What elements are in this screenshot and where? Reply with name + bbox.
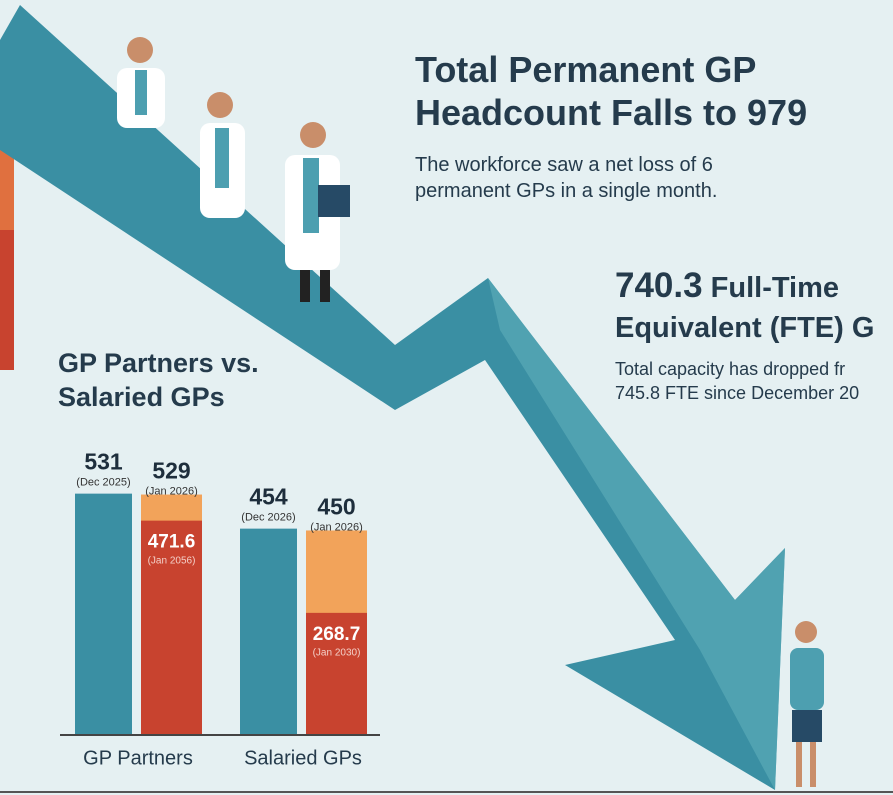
bar-chart: 531(Dec 2025)529(Jan 2026)471.6(Jan 2056… xyxy=(60,449,380,770)
subtitle: The workforce saw a net loss of 6 perman… xyxy=(415,152,795,204)
page: 531(Dec 2025)529(Jan 2026)471.6(Jan 2056… xyxy=(0,0,893,795)
sublabel: (Jan 2026) xyxy=(145,485,198,497)
value-label: 529 xyxy=(152,458,190,484)
fte-heading: 740.3 Full-Time Equivalent (FTE) G xyxy=(615,266,893,348)
sublabel: (Jan 2056) xyxy=(148,555,196,566)
x-tick-label: GP Partners xyxy=(83,747,193,769)
x-tick-label: Salaried GPs xyxy=(244,747,362,769)
fte-note-line: Total capacity has dropped fr xyxy=(615,357,859,381)
fte-value: 740.3 xyxy=(615,266,703,305)
value-label: 531 xyxy=(84,449,123,475)
bar xyxy=(75,494,132,735)
fte-note: Total capacity has dropped fr 745.8 FTE … xyxy=(615,357,859,405)
doctor-figure xyxy=(200,92,245,218)
sublabel: (Dec 2026) xyxy=(241,512,295,524)
sublabel: (Jan 2030) xyxy=(313,648,361,659)
value-label: 454 xyxy=(249,484,288,510)
side-strip xyxy=(0,230,14,370)
doctor-figure xyxy=(117,37,165,128)
value-label: 450 xyxy=(317,494,355,520)
title: Total Permanent GP Headcount Falls to 97… xyxy=(415,48,875,134)
nurse-figure xyxy=(790,621,824,787)
bar xyxy=(141,521,202,735)
value-label: 268.7 xyxy=(313,624,361,645)
chart-title: GP Partners vs. Salaried GPs xyxy=(58,346,298,414)
fte-note-line: 745.8 FTE since December 20 xyxy=(615,381,859,405)
bar xyxy=(240,529,297,735)
value-label: 471.6 xyxy=(148,532,196,553)
sublabel: (Dec 2025) xyxy=(76,477,130,489)
trend-arrow-face xyxy=(488,278,785,790)
sublabel: (Jan 2026) xyxy=(310,521,363,533)
